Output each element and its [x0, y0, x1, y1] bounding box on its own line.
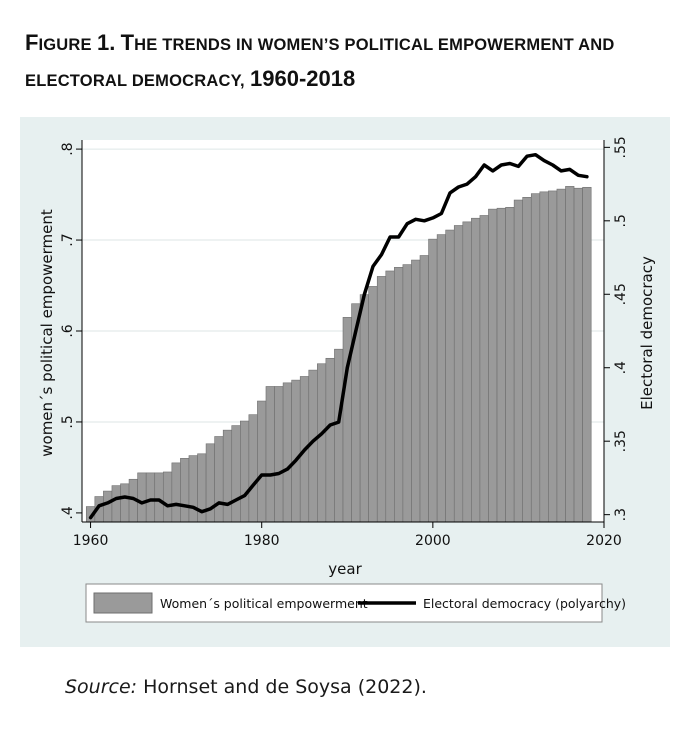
bar-2016	[565, 186, 575, 523]
bar-1994	[376, 276, 387, 523]
bar-1999	[419, 255, 429, 523]
y-axis-right-label: Electoral democracy	[638, 256, 656, 410]
bar-2013	[539, 191, 549, 523]
figure-title: Figure 1. The trends in women’s politica…	[25, 26, 675, 98]
bar-2012	[530, 193, 541, 523]
x-axis-label: year	[328, 560, 362, 578]
bar-1970	[171, 462, 181, 523]
legend-box	[85, 583, 603, 623]
title-line-1: he trends in women’s political empowerme…	[134, 36, 615, 54]
bar-1968	[154, 472, 164, 523]
bar-1966	[137, 472, 147, 523]
y-axis-left-label: women´s political empowerment	[38, 209, 56, 457]
bar-1993	[368, 286, 378, 523]
title-lead-F: F	[25, 30, 39, 55]
legend-label-empowerment: Women´s political empowerment	[160, 596, 368, 611]
x-tick-label: 1980	[244, 533, 280, 549]
title-lead-T: T	[120, 30, 135, 55]
title-lead-rest: igure	[38, 36, 92, 54]
y-left-tick-label: .6	[60, 324, 76, 337]
bar-1984	[291, 379, 301, 523]
x-tick-label: 2020	[586, 533, 622, 549]
source-note: Source: Hornset and de Soysa (2022).	[65, 676, 427, 698]
legend: Women´s political empowerment Electoral …	[85, 583, 626, 623]
bar-1998	[411, 259, 421, 523]
bar-1995	[385, 270, 395, 523]
bar-2017	[573, 187, 583, 523]
y-right-tick-label: .35	[613, 430, 629, 452]
bar-1976	[222, 429, 233, 523]
bar-1989	[334, 348, 344, 523]
bar-1962	[103, 490, 113, 523]
bar-1983	[282, 382, 292, 523]
bar-2008	[496, 207, 506, 523]
bar-2018	[582, 186, 592, 523]
bar-1977	[231, 425, 241, 523]
source-text: Hornset and de Soysa (2022).	[143, 676, 427, 698]
bar-2015	[556, 188, 566, 523]
legend-swatch-bar	[93, 592, 153, 614]
bar-1979	[248, 414, 258, 523]
y-right-tick-label: .45	[613, 283, 629, 305]
y-left-tick-label: .5	[60, 415, 76, 428]
x-tick-label: 2000	[415, 533, 451, 549]
bar-2001	[436, 234, 446, 523]
bar-2000	[428, 238, 438, 523]
bar-1972	[188, 455, 198, 523]
title-line-2: electoral democracy,	[25, 72, 245, 90]
bar-1969	[162, 471, 173, 523]
y-left-tick-label: .8	[60, 142, 76, 155]
bar-2003	[453, 225, 464, 523]
y-left-tick-label: .7	[60, 233, 76, 246]
bar-1997	[402, 264, 412, 523]
bar-1971	[180, 458, 190, 523]
series-line-electoral-democracy	[88, 152, 589, 520]
axes-ticks-group: 1960 1980 2000 2020 .4 .5 .6 .7 .8 .3 .35 .4 .45 .5 .5…	[60, 136, 629, 549]
bar-1964	[120, 483, 130, 523]
bar-1982	[274, 386, 284, 523]
x-tick-label: 1960	[73, 533, 109, 549]
bar-1988	[325, 357, 335, 523]
bars-group	[85, 186, 592, 523]
bar-1992	[359, 294, 369, 523]
bar-1980	[257, 400, 267, 523]
bar-1963	[111, 485, 121, 523]
bar-1978	[240, 420, 250, 523]
bar-2009	[505, 207, 515, 523]
bar-1987	[317, 363, 327, 523]
y-right-tick-label: .4	[613, 361, 629, 374]
bar-2004	[462, 221, 472, 523]
bar-1975	[214, 436, 224, 523]
source-label: Source:	[65, 676, 138, 698]
title-years: 1960-2018	[250, 66, 356, 91]
chart: 1960 1980 2000 2020 .4 .5 .6 .7 .8 .3 .35 .4 .45 .5 .5…	[20, 117, 670, 647]
bar-2005	[471, 217, 481, 523]
bar-2014	[548, 190, 558, 523]
bar-2002	[445, 229, 455, 523]
title-number: 1.	[97, 30, 116, 55]
bar-1967	[145, 472, 156, 523]
bar-1981	[265, 386, 275, 523]
bar-2011	[522, 197, 532, 523]
bar-1996	[394, 267, 404, 523]
y-right-tick-label: .5	[613, 214, 629, 227]
legend-label-democracy: Electoral democracy (polyarchy)	[423, 596, 626, 611]
y-right-tick-label: .55	[613, 136, 629, 158]
bar-2007	[488, 208, 498, 523]
bar-2010	[513, 199, 524, 523]
y-left-tick-label: .4	[60, 506, 76, 519]
y-right-tick-label: .3	[613, 508, 629, 521]
bar-2006	[479, 215, 489, 523]
